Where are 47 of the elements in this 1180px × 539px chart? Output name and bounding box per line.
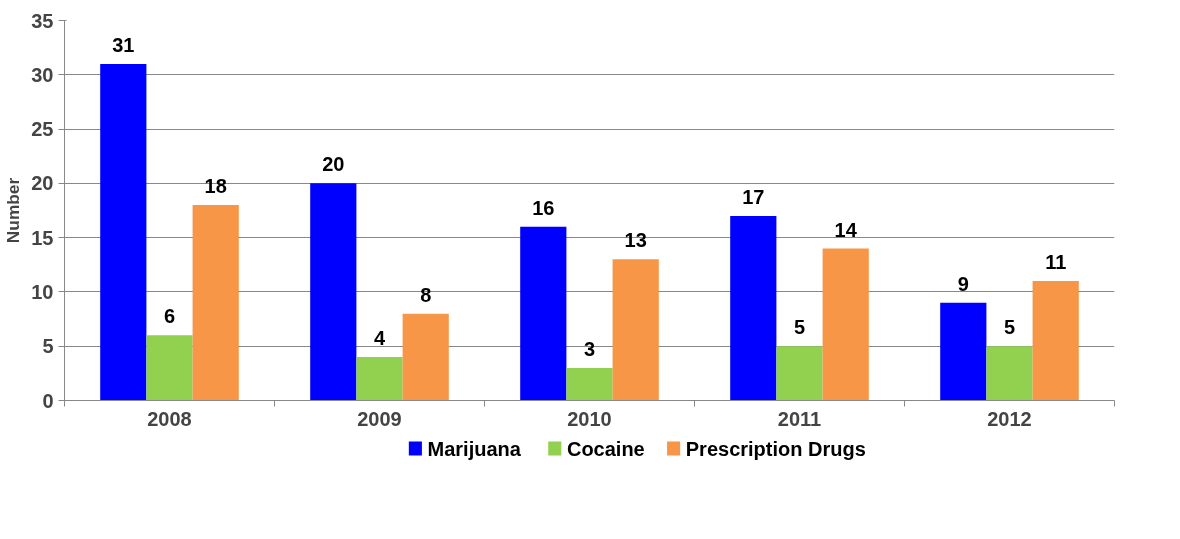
y-tick-label: 15: [31, 226, 54, 249]
y-tick-label: 0: [42, 389, 54, 412]
bar: [356, 357, 403, 401]
data-label: 20: [322, 153, 345, 176]
legend-label: Marijuana: [427, 437, 522, 460]
y-tick-label: 30: [31, 63, 54, 86]
bar: [192, 205, 239, 401]
data-label: 14: [834, 218, 858, 241]
legend-label: Cocaine: [566, 437, 645, 460]
data-label: 4: [373, 327, 386, 350]
bar: [402, 313, 449, 401]
data-label: 9: [957, 272, 969, 295]
legend-label: Prescription Drugs: [685, 437, 866, 460]
bar: [520, 226, 567, 401]
data-label: 18: [204, 175, 227, 198]
y-tick-label: 20: [31, 172, 54, 195]
data-label: 3: [583, 337, 596, 360]
bar: [986, 346, 1033, 401]
y-tick-label: 35: [31, 9, 54, 32]
data-label: 6: [163, 305, 176, 328]
y-tick-label: 10: [31, 280, 54, 303]
data-label: 17: [742, 185, 765, 208]
bar: [776, 346, 823, 401]
bar: [612, 259, 659, 401]
x-tick-label: 2011: [777, 407, 822, 430]
data-label: 11: [1045, 251, 1067, 274]
data-label: 5: [1003, 316, 1016, 339]
bar: [1032, 281, 1079, 401]
bar: [566, 367, 613, 401]
x-tick-label: 2010: [567, 407, 612, 430]
data-label: 31: [112, 33, 135, 56]
x-tick-label: 2008: [147, 407, 192, 430]
bar: [940, 302, 987, 401]
data-label: 5: [793, 316, 806, 339]
bar: [310, 183, 357, 401]
x-tick-label: 2012: [987, 407, 1032, 430]
data-label: 8: [420, 283, 432, 306]
y-tick-label: 5: [42, 335, 54, 358]
bar: [730, 215, 777, 401]
data-label: 13: [624, 229, 647, 252]
bar: [146, 335, 193, 401]
bar: [100, 63, 147, 401]
data-label: 16: [532, 196, 555, 219]
x-tick-label: 2009: [357, 407, 402, 430]
y-tick-label: 25: [31, 118, 54, 141]
bar: [822, 248, 869, 401]
y-axis-title: Number: [3, 177, 24, 244]
